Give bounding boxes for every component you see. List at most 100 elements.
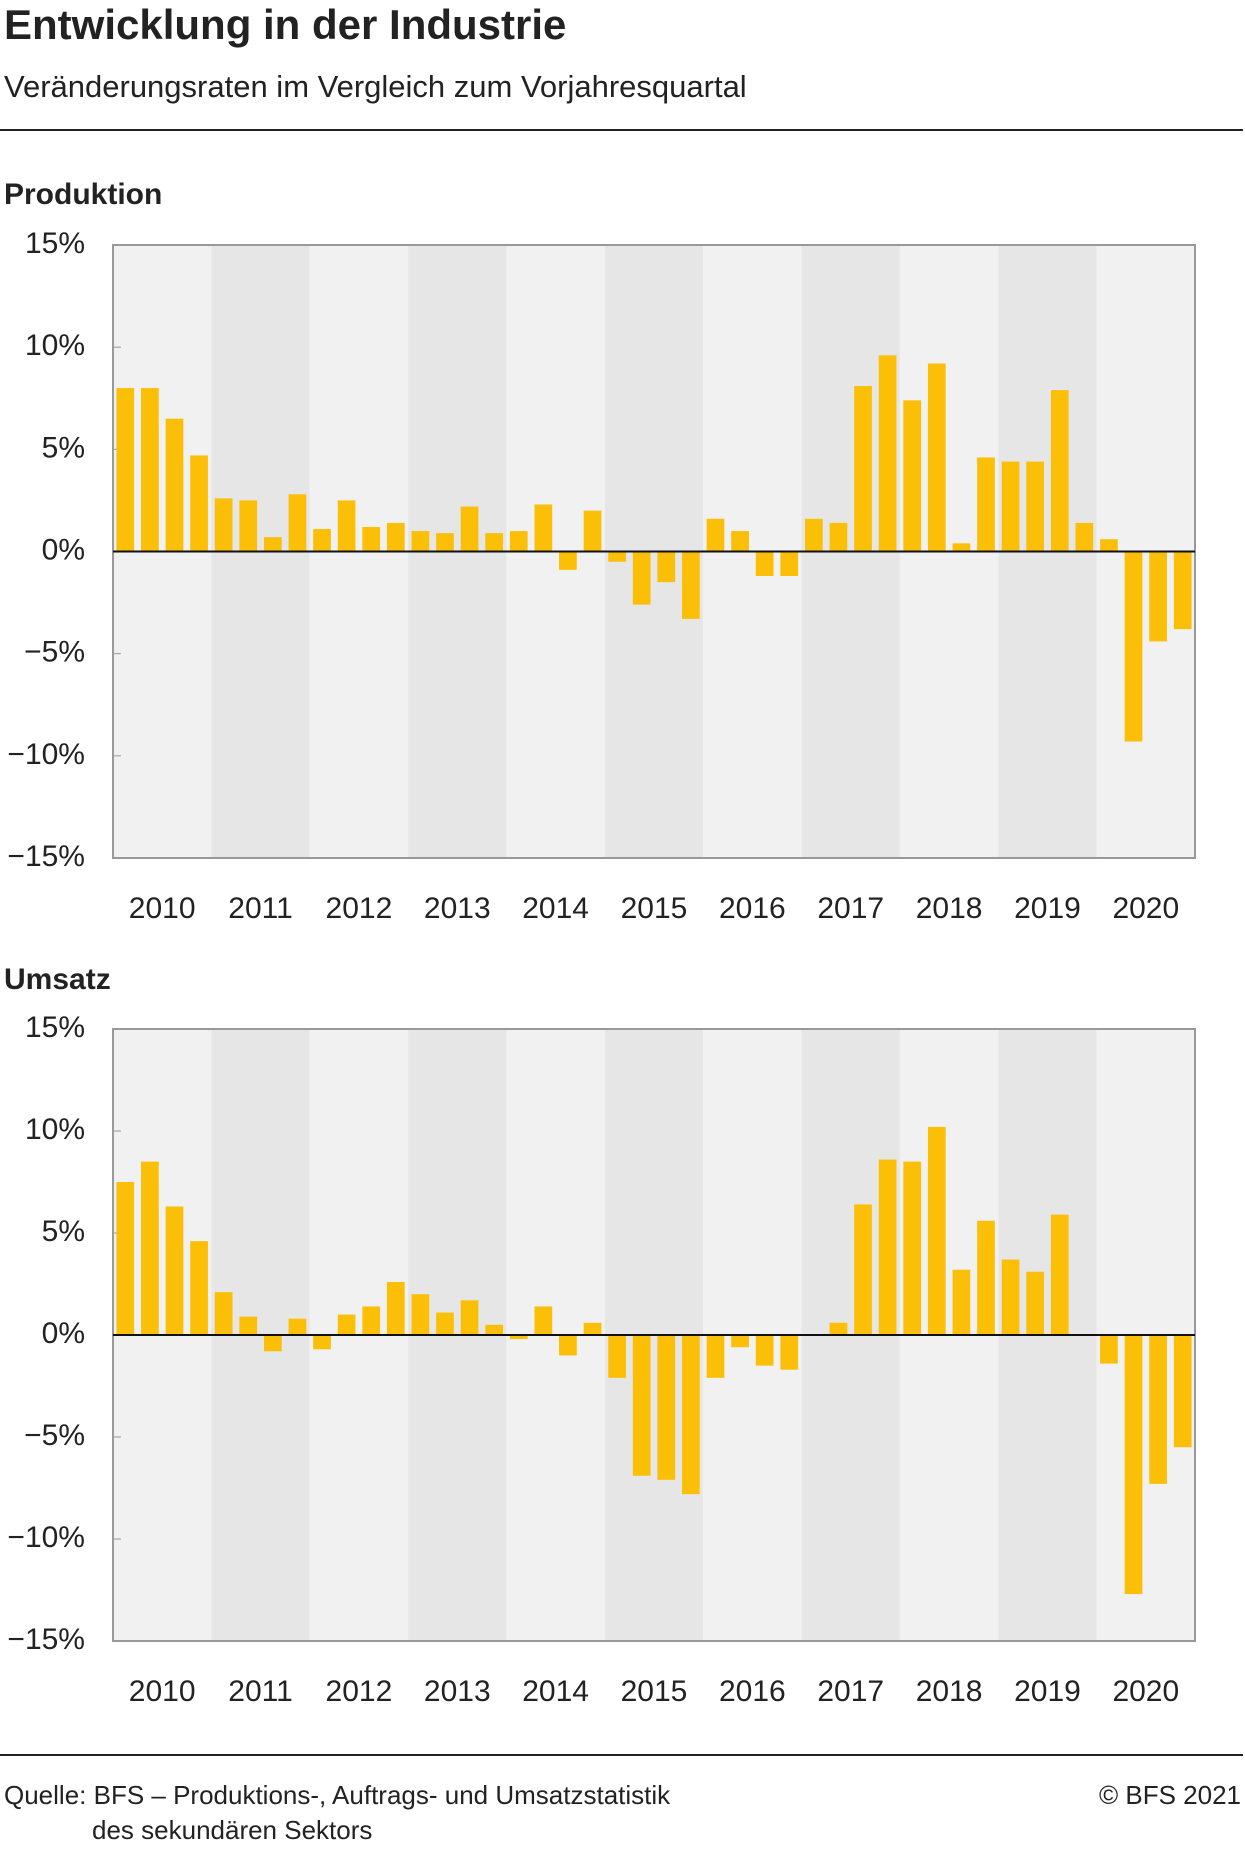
x-tick-label: 2020: [1112, 892, 1179, 925]
y-tick-label: 0%: [42, 533, 85, 566]
bar: [509, 531, 528, 552]
source: Quelle: BFS – Produktions-, Auftrags- un…: [4, 1780, 671, 1810]
bar: [411, 1294, 430, 1335]
bar: [263, 1335, 282, 1352]
bar: [1001, 461, 1020, 552]
subtitle: Veränderungsraten im Vergleich zum Vorja…: [4, 69, 747, 104]
y-tick-label: −10%: [7, 738, 85, 771]
y-tick-label: −5%: [24, 636, 85, 669]
bar: [362, 1306, 381, 1335]
bar: [337, 1314, 356, 1335]
bar: [534, 504, 553, 552]
x-tick-label: 2012: [326, 892, 393, 925]
x-tick-label: 2010: [129, 892, 196, 925]
x-tick-label: 2010: [129, 1675, 196, 1708]
bar: [1173, 551, 1192, 630]
x-tick-label: 2016: [719, 1675, 786, 1708]
bar: [1100, 539, 1118, 552]
x-tick-label: 2019: [1014, 1675, 1081, 1708]
bar: [165, 1206, 184, 1335]
bar: [559, 1335, 577, 1356]
bar: [706, 518, 725, 552]
bar: [337, 500, 356, 552]
bar: [1149, 1335, 1167, 1484]
bar: [632, 1335, 651, 1476]
bar: [1026, 461, 1045, 552]
bar: [485, 1324, 504, 1335]
bar: [952, 1269, 971, 1335]
bar: [239, 1316, 258, 1335]
bar: [1100, 1335, 1118, 1364]
y-tick-label: 5%: [42, 431, 85, 464]
bar: [731, 1335, 749, 1348]
y-tick-label: 15%: [25, 1011, 85, 1044]
y-tick-label: 10%: [25, 1113, 85, 1146]
x-tick-label: 2013: [424, 892, 491, 925]
bar: [1001, 1259, 1020, 1335]
x-tick-label: 2019: [1014, 892, 1081, 925]
bar: [386, 1281, 405, 1335]
bar: [657, 551, 676, 583]
bar: [1050, 390, 1069, 552]
y-tick-label: 5%: [42, 1215, 85, 1248]
bar: [1124, 551, 1143, 742]
bar: [682, 1335, 700, 1495]
bar: [485, 533, 504, 552]
y-tick-label: −15%: [7, 1623, 85, 1656]
x-tick-label: 2017: [817, 1675, 884, 1708]
bar: [214, 498, 233, 552]
x-tick-label: 2018: [916, 1675, 983, 1708]
bar: [977, 1220, 995, 1335]
bar: [1050, 1214, 1069, 1335]
bar: [436, 1312, 454, 1335]
bar: [263, 537, 282, 552]
bar: [829, 522, 848, 552]
x-tick-label: 2015: [621, 892, 688, 925]
bar: [755, 551, 774, 577]
bar: [878, 355, 897, 552]
title: Entwicklung in der Industrie: [4, 1, 566, 48]
bar: [313, 529, 331, 552]
x-tick-label: 2015: [621, 1675, 688, 1708]
bar: [288, 1318, 307, 1335]
source: des sekundären Sektors: [92, 1815, 372, 1845]
bar: [509, 1335, 528, 1340]
bar: [239, 500, 258, 552]
y-tick-label: 10%: [25, 329, 85, 362]
x-tick-label: 2014: [522, 1675, 589, 1708]
bar: [411, 531, 430, 552]
bar: [927, 1126, 946, 1335]
bar: [731, 531, 749, 552]
x-tick-label: 2012: [326, 1675, 393, 1708]
bar: [952, 543, 971, 552]
bar: [780, 1335, 799, 1370]
x-tick-label: 2014: [522, 892, 589, 925]
bar: [632, 551, 651, 605]
copyright: © BFS 2021: [1099, 1780, 1241, 1810]
y-tick-label: −15%: [7, 840, 85, 873]
y-tick-label: −10%: [7, 1521, 85, 1554]
bar: [116, 1182, 135, 1335]
bar: [141, 1161, 159, 1335]
chart-title: Produktion: [4, 178, 162, 211]
bar: [854, 1204, 872, 1335]
bar: [780, 551, 799, 577]
bar: [460, 1300, 479, 1335]
bar: [116, 388, 135, 552]
bar: [927, 363, 946, 552]
bar: [854, 385, 872, 552]
x-tick-label: 2013: [424, 1675, 491, 1708]
x-tick-label: 2020: [1112, 1675, 1179, 1708]
chart-title: Umsatz: [4, 963, 111, 996]
bar: [903, 400, 922, 552]
bar: [362, 526, 381, 552]
bar: [755, 1335, 774, 1366]
bar: [878, 1159, 897, 1335]
bar: [682, 551, 700, 619]
x-tick-label: 2011: [228, 1675, 293, 1708]
y-tick-label: 15%: [25, 227, 85, 260]
bar: [804, 518, 823, 552]
bar: [657, 1335, 676, 1480]
bar: [583, 510, 602, 552]
